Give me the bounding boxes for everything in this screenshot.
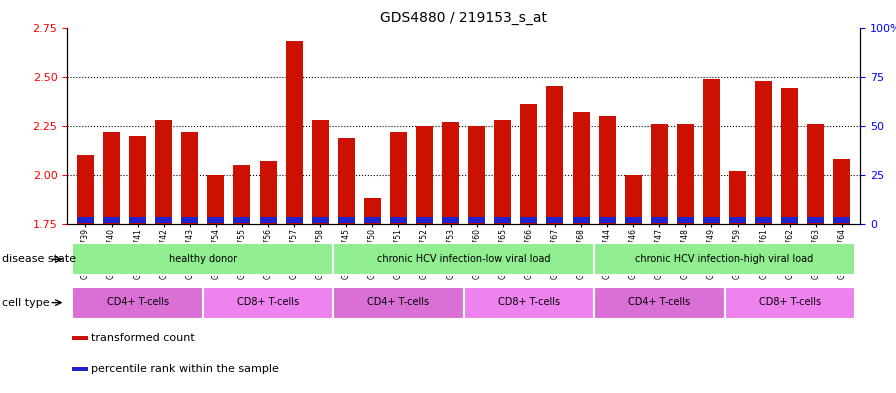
Bar: [364, 217, 381, 223]
Bar: [103, 132, 120, 224]
Text: transformed count: transformed count: [91, 333, 195, 343]
Bar: [755, 217, 772, 223]
Text: percentile rank within the sample: percentile rank within the sample: [91, 364, 280, 375]
Text: CD8+ T-cells: CD8+ T-cells: [759, 297, 821, 307]
Bar: [833, 217, 850, 223]
Bar: [207, 217, 224, 223]
Bar: [729, 171, 746, 224]
Text: CD4+ T-cells: CD4+ T-cells: [367, 297, 429, 307]
Bar: [781, 88, 798, 224]
Bar: [77, 217, 94, 223]
Text: CD8+ T-cells: CD8+ T-cells: [237, 297, 299, 307]
Bar: [155, 217, 172, 223]
Bar: [469, 126, 486, 224]
Bar: [521, 217, 538, 223]
Bar: [464, 287, 594, 318]
Bar: [72, 336, 88, 340]
Bar: [781, 217, 798, 223]
Bar: [495, 217, 512, 223]
Bar: [129, 217, 146, 223]
Bar: [364, 198, 381, 224]
Bar: [442, 217, 459, 223]
Text: CD4+ T-cells: CD4+ T-cells: [107, 297, 168, 307]
Bar: [181, 132, 198, 224]
Bar: [260, 217, 277, 223]
Bar: [833, 159, 850, 224]
Bar: [599, 217, 616, 223]
Bar: [234, 165, 251, 224]
Bar: [625, 217, 642, 223]
Text: chronic HCV infection-low viral load: chronic HCV infection-low viral load: [377, 253, 550, 264]
Bar: [755, 81, 772, 224]
Text: healthy donor: healthy donor: [168, 253, 237, 264]
Bar: [155, 120, 172, 224]
Bar: [338, 217, 355, 223]
Bar: [333, 243, 594, 275]
Bar: [547, 217, 564, 223]
Bar: [594, 287, 725, 318]
Bar: [73, 243, 333, 275]
Text: chronic HCV infection-high viral load: chronic HCV infection-high viral load: [635, 253, 814, 264]
Bar: [703, 79, 720, 224]
Bar: [594, 243, 855, 275]
Text: cell type: cell type: [2, 298, 49, 308]
Bar: [234, 217, 251, 223]
Bar: [725, 287, 855, 318]
Bar: [495, 120, 512, 224]
Bar: [703, 217, 720, 223]
Bar: [469, 217, 486, 223]
Text: CD4+ T-cells: CD4+ T-cells: [628, 297, 691, 307]
Bar: [72, 367, 88, 371]
Bar: [416, 217, 433, 223]
Bar: [181, 217, 198, 223]
Bar: [103, 217, 120, 223]
Bar: [312, 217, 329, 223]
Bar: [333, 287, 464, 318]
Bar: [390, 217, 407, 223]
Bar: [547, 86, 564, 224]
Bar: [676, 124, 694, 224]
Bar: [77, 155, 94, 224]
Bar: [521, 104, 538, 224]
Bar: [807, 124, 824, 224]
Bar: [202, 287, 333, 318]
Bar: [312, 120, 329, 224]
Title: GDS4880 / 219153_s_at: GDS4880 / 219153_s_at: [380, 11, 547, 25]
Bar: [286, 217, 303, 223]
Bar: [442, 122, 459, 224]
Bar: [650, 217, 668, 223]
Text: CD8+ T-cells: CD8+ T-cells: [498, 297, 560, 307]
Bar: [260, 161, 277, 224]
Bar: [286, 41, 303, 224]
Bar: [807, 217, 824, 223]
Bar: [416, 126, 433, 224]
Text: disease state: disease state: [2, 254, 76, 264]
Bar: [390, 132, 407, 224]
Bar: [676, 217, 694, 223]
Bar: [599, 116, 616, 224]
Bar: [338, 138, 355, 224]
Bar: [207, 175, 224, 224]
Bar: [129, 136, 146, 224]
Bar: [650, 124, 668, 224]
Bar: [729, 217, 746, 223]
Bar: [625, 175, 642, 224]
Bar: [73, 287, 202, 318]
Bar: [573, 112, 590, 224]
Bar: [573, 217, 590, 223]
